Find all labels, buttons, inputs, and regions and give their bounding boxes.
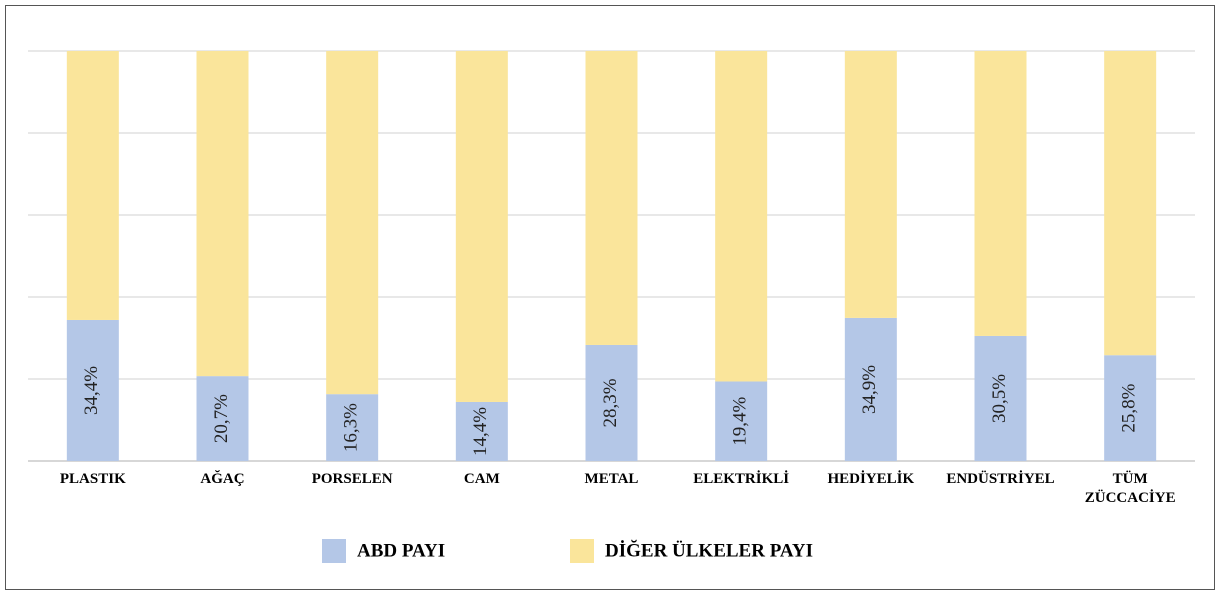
legend-label: ABD PAYI (357, 540, 445, 561)
data-label: 19,4% (730, 397, 751, 446)
bar-segment (196, 51, 249, 377)
bar-segment (455, 51, 508, 402)
x-tick-label: PORSELEN (311, 471, 393, 487)
bar-segment (326, 51, 379, 395)
bar-segment (1104, 51, 1157, 356)
bar-segment (844, 51, 897, 318)
data-label: 34,4% (81, 366, 102, 415)
data-label: 16,3% (341, 403, 362, 452)
bar-segment (66, 319, 119, 461)
data-label: 28,3% (600, 378, 621, 427)
bar-segment (455, 401, 508, 461)
x-tick-label: PLASTIK (59, 471, 126, 487)
x-tick-label: CAM (463, 471, 500, 487)
bar-segment (1104, 355, 1157, 461)
bar-segment (715, 381, 768, 461)
bar-segment (196, 376, 249, 461)
x-tick-label: ENDÜSTRİYEL (946, 471, 1055, 487)
bar-segment (974, 335, 1027, 461)
data-label: 34,9% (859, 365, 880, 414)
x-tick-label: ELEKTRİKLİ (693, 471, 790, 487)
x-tick-label: HEDİYELİK (827, 471, 915, 487)
x-tick-label: TÜM ZÜCCACİYE (1084, 471, 1176, 506)
legend-swatch (570, 539, 594, 563)
data-label: 30,5% (989, 374, 1010, 423)
bar-segment (844, 317, 897, 461)
bar-segment (974, 51, 1027, 336)
legend-swatch (322, 539, 346, 563)
data-label: 14,4% (470, 407, 491, 456)
bar-segment (585, 344, 638, 461)
bar-segment (585, 51, 638, 345)
x-tick-label: AĞAÇ (200, 471, 245, 487)
bar-segment (715, 51, 768, 382)
x-tick-label: METAL (584, 471, 639, 487)
data-label: 20,7% (211, 394, 232, 443)
bar-segment (326, 394, 379, 461)
legend-label: DİĞER ÜLKELER PAYI (605, 539, 813, 561)
data-label: 25,8% (1119, 383, 1140, 432)
bar-segment (66, 51, 119, 320)
